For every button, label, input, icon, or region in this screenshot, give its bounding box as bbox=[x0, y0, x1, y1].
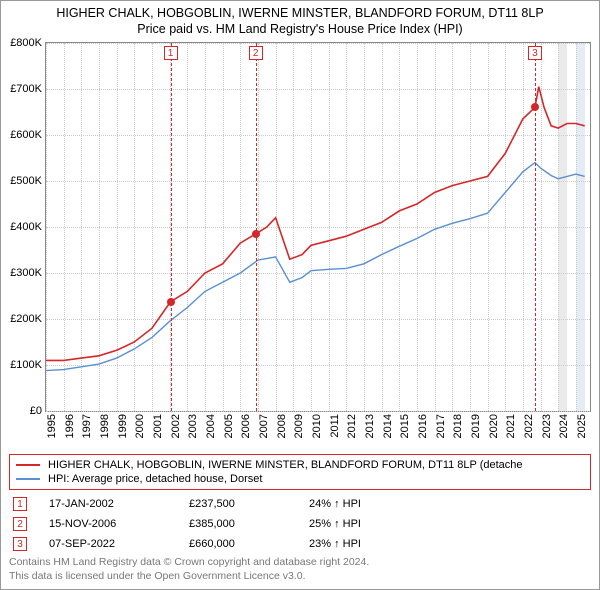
chart-plot-area: £0£100K£200K£300K£400K£500K£600K£700K£80… bbox=[45, 42, 591, 412]
event-marker-line bbox=[535, 43, 536, 411]
x-tick-label: 2009 bbox=[293, 414, 305, 438]
x-tick-label: 2014 bbox=[382, 414, 394, 438]
y-tick-label: £600K bbox=[10, 129, 42, 141]
x-tick-label: 2018 bbox=[452, 414, 464, 438]
x-tick-label: 2010 bbox=[311, 414, 323, 438]
y-tick-label: £500K bbox=[10, 175, 42, 187]
x-tick-label: 2020 bbox=[488, 414, 500, 438]
x-tick-label: 2021 bbox=[505, 414, 517, 438]
marker-table-row: 3 07-SEP-2022£660,00023% ↑ HPI bbox=[9, 534, 591, 554]
x-tick-label: 1999 bbox=[117, 414, 129, 438]
event-marker-point bbox=[531, 103, 539, 111]
gridline-h bbox=[46, 411, 590, 412]
event-marker-box: 2 bbox=[249, 46, 263, 60]
event-marker-table: 1 17-JAN-2002£237,50024% ↑ HPI 2 15-NOV-200… bbox=[9, 494, 591, 554]
marker-table-pct: 23% ↑ HPI bbox=[309, 538, 429, 550]
x-tick-label: 2012 bbox=[346, 414, 358, 438]
footnote-line2: This data is licensed under the Open Gov… bbox=[9, 570, 591, 584]
legend-item: HPI: Average price, detached house, Dors… bbox=[16, 472, 584, 486]
x-tick-label: 2024 bbox=[558, 414, 570, 438]
y-tick-label: £700K bbox=[10, 83, 42, 95]
x-tick-label: 2007 bbox=[258, 414, 270, 438]
y-tick-label: £100K bbox=[10, 359, 42, 371]
chart-legend: HIGHER CHALK, HOBGOBLIN, IWERNE MINSTER,… bbox=[9, 454, 591, 490]
x-tick-label: 1995 bbox=[46, 414, 58, 438]
y-tick-label: £0 bbox=[30, 405, 42, 417]
marker-table-price: £237,500 bbox=[189, 498, 309, 510]
x-tick-label: 2011 bbox=[329, 414, 341, 438]
x-tick-label: 2013 bbox=[364, 414, 376, 438]
marker-table-row: 1 17-JAN-2002£237,50024% ↑ HPI bbox=[9, 494, 591, 514]
legend-swatch bbox=[16, 464, 40, 466]
marker-table-box: 1 bbox=[13, 497, 27, 511]
y-tick-label: £300K bbox=[10, 267, 42, 279]
marker-table-box: 3 bbox=[13, 537, 27, 551]
event-marker-point bbox=[167, 298, 175, 306]
x-tick-label: 2005 bbox=[223, 414, 235, 438]
x-tick-label: 2006 bbox=[240, 414, 252, 438]
x-tick-label: 2023 bbox=[541, 414, 553, 438]
x-tick-label: 2017 bbox=[435, 414, 447, 438]
footnote-line1: Contains HM Land Registry data © Crown c… bbox=[9, 556, 591, 570]
marker-table-row: 2 15-NOV-2006£385,00025% ↑ HPI bbox=[9, 514, 591, 534]
x-tick-label: 2001 bbox=[152, 414, 164, 438]
x-tick-label: 2003 bbox=[187, 414, 199, 438]
x-tick-label: 2015 bbox=[399, 414, 411, 438]
legend-label: HIGHER CHALK, HOBGOBLIN, IWERNE MINSTER,… bbox=[48, 459, 523, 471]
marker-table-price: £385,000 bbox=[189, 518, 309, 530]
marker-table-date: 17-JAN-2002 bbox=[49, 498, 189, 510]
y-tick-label: £400K bbox=[10, 221, 42, 233]
marker-table-date: 07-SEP-2022 bbox=[49, 538, 189, 550]
chart-lines bbox=[46, 43, 590, 411]
event-marker-box: 3 bbox=[528, 46, 542, 60]
marker-table-box: 2 bbox=[13, 517, 27, 531]
chart-title-line2: Price paid vs. HM Land Registry's House … bbox=[1, 22, 599, 40]
series-hpi bbox=[46, 162, 585, 370]
event-marker-line bbox=[171, 43, 172, 411]
x-tick-label: 1998 bbox=[99, 414, 111, 438]
series-property bbox=[46, 87, 585, 361]
y-tick-label: £200K bbox=[10, 313, 42, 325]
marker-table-pct: 24% ↑ HPI bbox=[309, 498, 429, 510]
y-tick-label: £800K bbox=[10, 37, 42, 49]
x-tick-label: 2025 bbox=[576, 414, 588, 438]
x-tick-label: 1996 bbox=[64, 414, 76, 438]
chart-title-line1: HIGHER CHALK, HOBGOBLIN, IWERNE MINSTER,… bbox=[1, 1, 599, 22]
marker-table-date: 15-NOV-2006 bbox=[49, 518, 189, 530]
marker-table-price: £660,000 bbox=[189, 538, 309, 550]
event-marker-line bbox=[256, 43, 257, 411]
event-marker-point bbox=[252, 230, 260, 238]
marker-table-pct: 25% ↑ HPI bbox=[309, 518, 429, 530]
legend-label: HPI: Average price, detached house, Dors… bbox=[48, 473, 262, 485]
x-tick-label: 2008 bbox=[276, 414, 288, 438]
legend-swatch bbox=[16, 478, 40, 480]
x-tick-label: 2004 bbox=[205, 414, 217, 438]
x-tick-label: 2022 bbox=[523, 414, 535, 438]
x-tick-label: 2019 bbox=[470, 414, 482, 438]
footnote: Contains HM Land Registry data © Crown c… bbox=[9, 556, 591, 583]
event-marker-box: 1 bbox=[164, 46, 178, 60]
x-tick-label: 2002 bbox=[170, 414, 182, 438]
legend-item: HIGHER CHALK, HOBGOBLIN, IWERNE MINSTER,… bbox=[16, 458, 584, 472]
x-tick-label: 2016 bbox=[417, 414, 429, 438]
x-tick-label: 2000 bbox=[134, 414, 146, 438]
x-tick-label: 1997 bbox=[81, 414, 93, 438]
